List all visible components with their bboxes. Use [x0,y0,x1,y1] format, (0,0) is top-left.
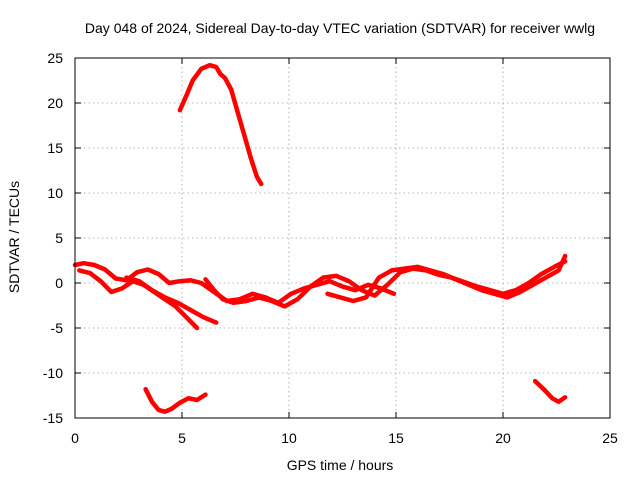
x-tick-label: 10 [281,430,297,446]
y-tick-label: 15 [47,140,63,156]
x-tick-label: 0 [71,430,79,446]
x-tick-label: 5 [178,430,186,446]
y-tick-label: -5 [51,320,64,336]
y-tick-label: 0 [55,275,63,291]
series-arc-8 [325,253,568,304]
y-axis-label: SDTVAR / TECUs [6,181,22,293]
series-arc-7 [203,259,568,309]
y-tick-label: 25 [47,50,63,66]
series-arc-2 [143,386,208,414]
grid [75,58,610,418]
y-tick-label: 10 [47,185,63,201]
x-axis: 0 5 10 15 20 25 [71,58,618,446]
y-tick-label: 5 [55,230,63,246]
series-arc-1 [177,62,264,187]
x-axis-label: GPS time / hours [287,457,394,473]
y-tick-label: -15 [43,410,63,426]
series-arc-6 [124,275,219,325]
x-tick-label: 15 [388,430,404,446]
y-tick-label: 20 [47,95,63,111]
x-tick-label: 20 [495,430,511,446]
chart-title: Day 048 of 2024, Sidereal Day-to-day VTE… [85,20,595,36]
y-tick-label: -10 [43,365,63,381]
y-axis: -15 -10 -5 0 5 10 15 20 25 [43,50,610,426]
series-group [72,62,568,414]
x-tick-label: 25 [602,430,618,446]
series-arc-3 [532,378,568,405]
